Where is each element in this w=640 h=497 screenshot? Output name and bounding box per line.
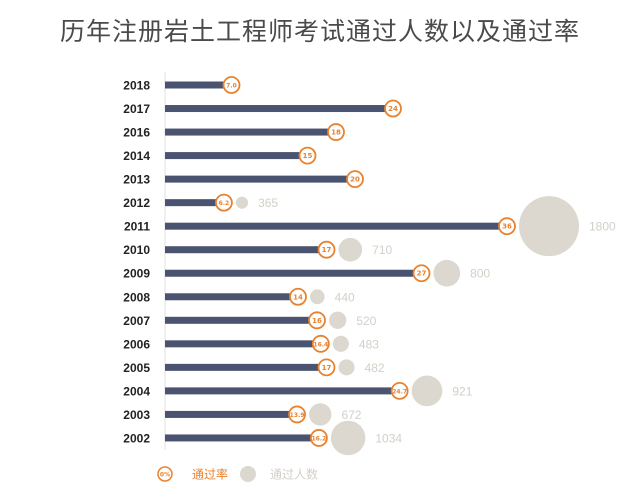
rate-label: 17 bbox=[322, 246, 332, 254]
rate-bar bbox=[165, 246, 327, 254]
count-label: 1800 bbox=[589, 220, 616, 234]
rate-marker bbox=[317, 240, 336, 259]
rate-label: 24 bbox=[388, 105, 398, 113]
year-label: 2016 bbox=[123, 126, 150, 140]
count-label: 672 bbox=[341, 408, 361, 422]
rate-bar bbox=[165, 387, 400, 395]
count-bubble bbox=[338, 359, 355, 376]
year-label: 2006 bbox=[123, 337, 150, 351]
rate-bar bbox=[165, 293, 298, 301]
count-bubble bbox=[338, 237, 363, 262]
count-label: 520 bbox=[356, 314, 376, 328]
rate-marker bbox=[390, 381, 409, 400]
count-label: 365 bbox=[258, 196, 278, 210]
count-bubble bbox=[332, 335, 349, 352]
rate-bar bbox=[165, 222, 507, 230]
count-bubble bbox=[519, 196, 579, 257]
year-label: 2009 bbox=[123, 267, 150, 281]
rate-label: 17 bbox=[322, 364, 332, 372]
rate-label: 18 bbox=[331, 129, 341, 137]
rate-bar bbox=[165, 81, 232, 89]
year-label: 2010 bbox=[123, 243, 150, 257]
rate-bar bbox=[165, 316, 317, 324]
legend-rate-marker bbox=[157, 466, 173, 482]
year-label: 2005 bbox=[123, 361, 150, 375]
rate-label: 20 bbox=[350, 176, 360, 184]
count-bubble bbox=[329, 311, 347, 329]
rate-label: 16.2 bbox=[311, 435, 326, 442]
rate-bar bbox=[165, 363, 327, 371]
rate-bar bbox=[165, 199, 224, 207]
rate-bar bbox=[165, 152, 308, 160]
rate-marker bbox=[298, 146, 317, 165]
year-label: 2012 bbox=[123, 196, 150, 210]
count-label: 710 bbox=[372, 243, 392, 257]
rate-marker bbox=[289, 287, 307, 306]
count-bubble bbox=[411, 375, 443, 407]
count-bubble bbox=[235, 196, 249, 209]
rate-marker bbox=[498, 217, 516, 236]
rate-bar bbox=[165, 128, 336, 136]
year-label: 2004 bbox=[123, 384, 150, 398]
rate-bar bbox=[165, 410, 298, 418]
rate-marker bbox=[311, 334, 330, 353]
year-label: 2008 bbox=[123, 290, 150, 304]
rate-label: 16 bbox=[312, 317, 322, 325]
rate-label: 7.0 bbox=[226, 83, 237, 90]
count-label: 483 bbox=[359, 337, 379, 351]
count-label: 482 bbox=[365, 361, 385, 375]
year-label: 2011 bbox=[124, 220, 150, 234]
count-label: 921 bbox=[452, 384, 472, 398]
rate-label: 27 bbox=[417, 270, 427, 278]
rate-marker bbox=[317, 358, 336, 377]
year-label: 2017 bbox=[123, 102, 150, 116]
rate-label: 16.4 bbox=[313, 341, 328, 348]
rate-marker bbox=[384, 99, 402, 118]
year-label: 2014 bbox=[123, 149, 150, 163]
rate-marker bbox=[214, 193, 233, 212]
count-bubble bbox=[309, 403, 332, 426]
rate-bar bbox=[165, 340, 321, 348]
rate-marker bbox=[327, 123, 345, 141]
rate-label: 14 bbox=[293, 293, 303, 301]
legend-rate-marker-text: 0% bbox=[160, 472, 170, 479]
rate-marker bbox=[346, 170, 364, 189]
legend-rate-label: 通过率 bbox=[192, 467, 228, 482]
rate-label: 36 bbox=[502, 223, 512, 231]
rate-label: 15 bbox=[303, 152, 313, 160]
rate-marker bbox=[222, 76, 241, 94]
rate-marker bbox=[309, 429, 328, 447]
rate-bar bbox=[165, 175, 355, 183]
count-label: 440 bbox=[335, 290, 355, 304]
count-label: 1034 bbox=[375, 431, 402, 445]
rate-label: 13.9 bbox=[290, 412, 305, 419]
rate-bar bbox=[165, 105, 393, 113]
chart-title: 历年注册岩土工程师考试通过人数以及通过率 bbox=[59, 17, 580, 46]
count-bubble bbox=[310, 289, 325, 305]
year-label: 2003 bbox=[123, 408, 150, 422]
rate-bar bbox=[165, 434, 319, 442]
year-label: 2013 bbox=[123, 173, 150, 187]
legend-count-label: 通过人数 bbox=[270, 467, 318, 482]
count-bubble bbox=[330, 420, 366, 456]
year-label: 2018 bbox=[123, 79, 150, 93]
rate-marker bbox=[308, 311, 326, 330]
rate-bar bbox=[165, 269, 422, 277]
count-bubble bbox=[433, 259, 461, 287]
rate-marker bbox=[412, 264, 431, 283]
legend-count-bubble bbox=[240, 466, 256, 482]
rate-marker bbox=[288, 405, 306, 424]
rate-label: 6.2 bbox=[219, 200, 230, 207]
rate-label: 24.7 bbox=[392, 388, 407, 395]
year-label: 2007 bbox=[123, 314, 150, 328]
year-label: 2002 bbox=[123, 431, 150, 445]
count-label: 800 bbox=[470, 267, 490, 281]
